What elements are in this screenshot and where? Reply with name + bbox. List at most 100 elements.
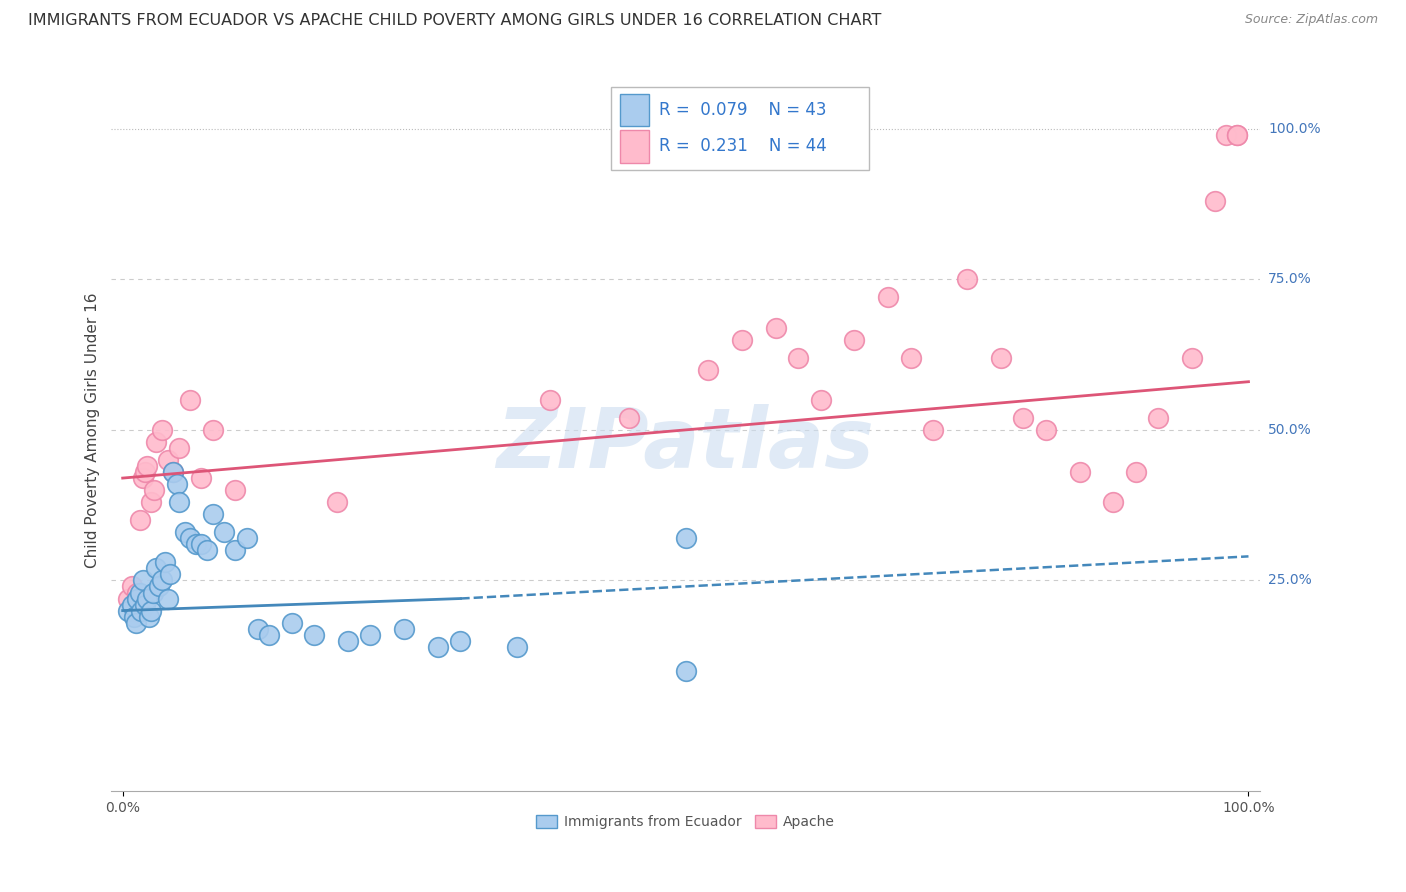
Point xyxy=(134,465,156,479)
Point xyxy=(184,537,207,551)
Text: ZIPatlas: ZIPatlas xyxy=(496,404,875,485)
Point xyxy=(143,483,166,497)
Point xyxy=(201,507,224,521)
FancyBboxPatch shape xyxy=(620,94,648,126)
Point xyxy=(128,585,150,599)
Point xyxy=(810,392,832,407)
Point xyxy=(224,483,246,497)
Point xyxy=(145,561,167,575)
Point xyxy=(139,495,162,509)
Y-axis label: Child Poverty Among Girls Under 16: Child Poverty Among Girls Under 16 xyxy=(86,293,100,567)
Point xyxy=(159,567,181,582)
Point xyxy=(125,615,148,630)
Point xyxy=(167,495,190,509)
Point xyxy=(128,513,150,527)
Point xyxy=(697,362,720,376)
Point xyxy=(359,628,381,642)
Point xyxy=(150,574,173,588)
Point xyxy=(844,333,866,347)
Point xyxy=(1035,423,1057,437)
Point xyxy=(336,633,359,648)
Point xyxy=(235,531,257,545)
Point xyxy=(129,604,152,618)
Point xyxy=(145,434,167,449)
Point xyxy=(190,471,212,485)
Point xyxy=(280,615,302,630)
Point xyxy=(1215,128,1237,142)
Text: 100.0%: 100.0% xyxy=(1268,121,1320,136)
Point xyxy=(190,537,212,551)
Text: R =  0.231    N = 44: R = 0.231 N = 44 xyxy=(659,137,827,155)
Point xyxy=(956,272,979,286)
Point xyxy=(117,604,139,618)
Point xyxy=(1125,465,1147,479)
Point xyxy=(302,628,325,642)
Point xyxy=(179,531,201,545)
Point xyxy=(162,465,184,479)
Point xyxy=(540,392,562,407)
Point xyxy=(1147,410,1170,425)
Point xyxy=(136,458,159,473)
Point xyxy=(121,579,143,593)
Point xyxy=(132,471,155,485)
Point xyxy=(134,598,156,612)
Point xyxy=(156,453,179,467)
Point xyxy=(117,591,139,606)
Point xyxy=(505,640,527,654)
FancyBboxPatch shape xyxy=(620,130,648,162)
Point xyxy=(150,423,173,437)
Point xyxy=(1181,351,1204,365)
Point xyxy=(731,333,754,347)
Point xyxy=(392,622,415,636)
Point xyxy=(162,465,184,479)
Text: IMMIGRANTS FROM ECUADOR VS APACHE CHILD POVERTY AMONG GIRLS UNDER 16 CORRELATION: IMMIGRANTS FROM ECUADOR VS APACHE CHILD … xyxy=(28,13,882,29)
Point xyxy=(122,609,145,624)
Text: 75.0%: 75.0% xyxy=(1268,272,1312,286)
FancyBboxPatch shape xyxy=(612,87,869,169)
Point xyxy=(619,410,641,425)
Point xyxy=(201,423,224,437)
Point xyxy=(1012,410,1035,425)
Point xyxy=(675,664,697,678)
Point xyxy=(136,591,159,606)
Point xyxy=(224,543,246,558)
Point xyxy=(1226,128,1249,142)
Point xyxy=(166,477,188,491)
Point xyxy=(787,351,810,365)
Legend: Immigrants from Ecuador, Apache: Immigrants from Ecuador, Apache xyxy=(530,810,841,835)
Point xyxy=(179,392,201,407)
Point xyxy=(765,320,787,334)
Point xyxy=(922,423,945,437)
Point xyxy=(195,543,218,558)
Point xyxy=(1069,465,1091,479)
Point xyxy=(122,604,145,618)
Point xyxy=(877,290,900,304)
Point xyxy=(167,441,190,455)
Point xyxy=(138,609,160,624)
Point xyxy=(990,351,1012,365)
Point xyxy=(148,579,170,593)
Text: Source: ZipAtlas.com: Source: ZipAtlas.com xyxy=(1244,13,1378,27)
Text: 50.0%: 50.0% xyxy=(1268,423,1312,437)
Point xyxy=(900,351,922,365)
Point xyxy=(1204,194,1226,208)
Text: R =  0.079    N = 43: R = 0.079 N = 43 xyxy=(659,101,827,119)
Point xyxy=(212,525,235,540)
Point xyxy=(155,555,177,569)
Point xyxy=(449,633,471,648)
Point xyxy=(1226,128,1249,142)
Point xyxy=(127,585,149,599)
Point xyxy=(173,525,195,540)
Point xyxy=(156,591,179,606)
Point xyxy=(142,585,165,599)
Point xyxy=(127,591,149,606)
Point xyxy=(139,604,162,618)
Point xyxy=(257,628,280,642)
Point xyxy=(132,574,155,588)
Text: 25.0%: 25.0% xyxy=(1268,574,1312,588)
Point xyxy=(1102,495,1125,509)
Point xyxy=(325,495,347,509)
Point xyxy=(246,622,269,636)
Point xyxy=(121,598,143,612)
Point xyxy=(426,640,449,654)
